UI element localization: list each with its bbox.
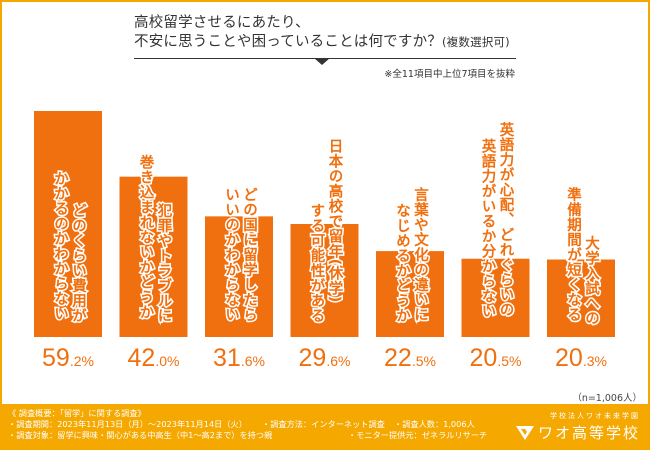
bar-label-4-line-1: 日本の高校で留年(休学): [327, 138, 344, 303]
bar-label-7-line-1: 大学入試への: [583, 235, 599, 326]
value-label-2: 42.0%: [128, 344, 180, 372]
survey-period: ・調査期間：2023年11月13日（月）～2023年11月14日（火）: [8, 419, 247, 429]
bar-label-5-line-2: なじめるかどうか: [394, 203, 410, 323]
excerpt-note: ※全11項目中上位7項目を抜粋: [384, 69, 515, 80]
title-line-2-main: 不安に思うことや困っていることは何ですか？: [134, 34, 442, 50]
survey-summary: 《 調査概要：「留学」に関する調査》 ・調査期間：2023年11月13日（月）～…: [8, 408, 487, 441]
bar-1: [34, 111, 102, 337]
logo-main: ワオ高等学校: [515, 422, 640, 443]
value-label-7: 20.3%: [555, 344, 607, 372]
bar-3: [205, 216, 273, 337]
title-line-1: 高校留学させるにあたり、: [134, 15, 310, 31]
logo-subtitle: 学校法人ワオ未来学園: [550, 412, 640, 420]
wao-logo-icon: [515, 425, 534, 440]
survey-row-1: ・調査期間：2023年11月13日（月）～2023年11月14日（火） ・調査方…: [8, 419, 475, 430]
bar-label-2-line-2: 巻き込まれないかどうか: [138, 154, 154, 320]
bar-2: [119, 176, 188, 337]
survey-target: ・調査対象：留学に興味・関心がある中高生（中1～高2まで）を持つ親: [8, 430, 273, 440]
bar-4: [290, 224, 359, 337]
down-arrow-icon: [314, 58, 330, 65]
survey-row-2: ・調査対象：留学に興味・関心がある中高生（中1～高2まで）を持つ親 ・モニター提…: [8, 430, 487, 441]
survey-summary-title: 《 調査概要：「留学」に関する調査》: [8, 408, 146, 418]
bar-6: [461, 258, 530, 337]
bar-label-6-line-2: 英語力がいるか分からない: [480, 137, 496, 318]
bar-label-7-line-2: 準備期間が短くなる: [565, 186, 581, 322]
value-label-4: 29.6%: [299, 344, 351, 372]
bar-label-4-line-2: する可能性がある: [309, 203, 325, 323]
survey-provider: ・モニター提供元：ゼネラルリサーチ: [348, 430, 488, 440]
bar-label-1-line-1: どのくらい費用が: [70, 203, 86, 323]
bar-label-5-line-1: 言葉や文化の違いに: [412, 186, 429, 322]
school-logo: 学校法人ワオ未来学園 ワオ高等学校: [515, 411, 640, 445]
bar-label-1-line-2: かかるのかわからない: [52, 171, 68, 321]
logo-name: ワオ高等学校: [537, 424, 640, 442]
bar-7: [547, 259, 615, 337]
value-label-6: 20.5%: [470, 344, 522, 372]
bar-label-2-line-1: 犯罪やトラブルに: [156, 202, 173, 323]
bar-label-3-line-1: どの国に留学したら: [241, 187, 257, 322]
sample-size-note: （n=1,006人）: [572, 393, 642, 404]
bar-5: [376, 251, 444, 337]
bar-label-3-line-2: いいのかわからない: [223, 187, 239, 322]
survey-count: ・調査人数：1,006人: [394, 419, 475, 429]
survey-method: ・調査方法：インターネット調査: [262, 419, 385, 429]
value-label-3: 31.6%: [213, 344, 265, 372]
title-line-2-suffix: (複数選択可): [441, 35, 510, 49]
value-label-1: 59.2%: [42, 344, 94, 372]
value-label-5: 22.5%: [384, 344, 436, 372]
title-line-2: 不安に思うことや困っていることは何ですか？(複数選択可): [134, 33, 554, 52]
footer: 《 調査概要：「留学」に関する調査》 ・調査期間：2023年11月13日（月）～…: [0, 404, 650, 450]
chart-title: 高校留学させるにあたり、 不安に思うことや困っていることは何ですか？(複数選択可…: [134, 14, 554, 52]
bar-label-6-line-1: 英語力が心配、どれぐらいの: [498, 121, 514, 317]
